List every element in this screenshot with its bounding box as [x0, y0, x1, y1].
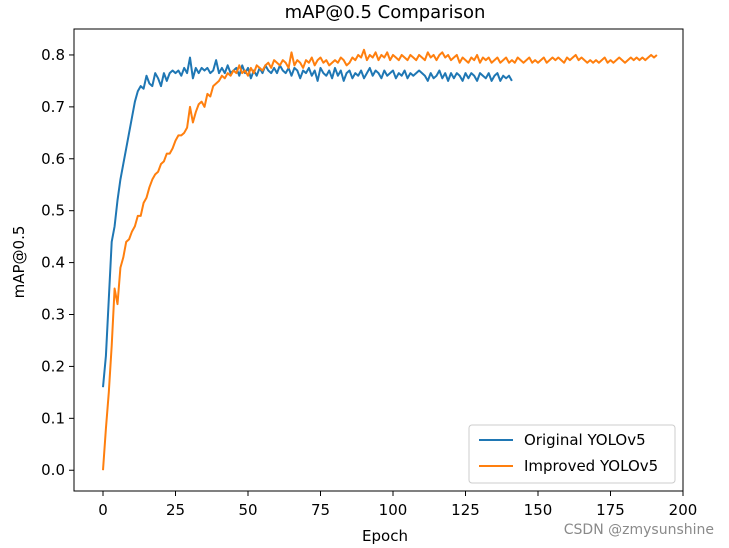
y-tick-label: 0.6 [41, 150, 65, 168]
y-axis: 0.0 0.1 0.2 0.3 0.4 0.5 0.6 0.7 0.8 [41, 46, 74, 479]
y-tick-label: 0.3 [41, 306, 65, 324]
legend: Original YOLOv5 Improved YOLOv5 [468, 424, 676, 484]
y-axis-label: mAP@0.5 [10, 226, 28, 299]
series-line-improved [102, 48, 658, 471]
x-tick-label: 25 [166, 501, 185, 519]
watermark: CSDN @zmysunshine [564, 522, 714, 538]
x-tick-label: 100 [379, 501, 408, 519]
x-tick-label: 125 [451, 501, 480, 519]
series-line-original [102, 56, 513, 388]
x-tick-label: 50 [238, 501, 257, 519]
series-layer [102, 48, 658, 471]
y-tick-label: 0.7 [41, 98, 65, 116]
y-tick-label: 0.0 [41, 461, 65, 479]
x-axis: 0 25 50 75 100 125 150 175 200 [98, 491, 697, 519]
x-tick-label: 150 [524, 501, 553, 519]
y-tick-label: 0.1 [41, 409, 65, 427]
y-tick-label: 0.2 [41, 357, 65, 375]
x-tick-label: 175 [596, 501, 625, 519]
chart-title: mAP@0.5 Comparison [285, 2, 486, 23]
y-tick-label: 0.8 [41, 46, 65, 64]
x-tick-label: 0 [98, 501, 108, 519]
x-tick-label: 200 [669, 501, 698, 519]
legend-box [468, 424, 676, 484]
x-axis-label: Epoch [362, 527, 408, 545]
legend-label-improved: Improved YOLOv5 [524, 457, 658, 475]
x-tick-label: 75 [311, 501, 330, 519]
legend-label-original: Original YOLOv5 [524, 431, 646, 449]
y-tick-label: 0.4 [41, 254, 65, 272]
plot-frame [73, 28, 684, 492]
y-tick-label: 0.5 [41, 202, 65, 220]
plot-area [73, 28, 684, 492]
